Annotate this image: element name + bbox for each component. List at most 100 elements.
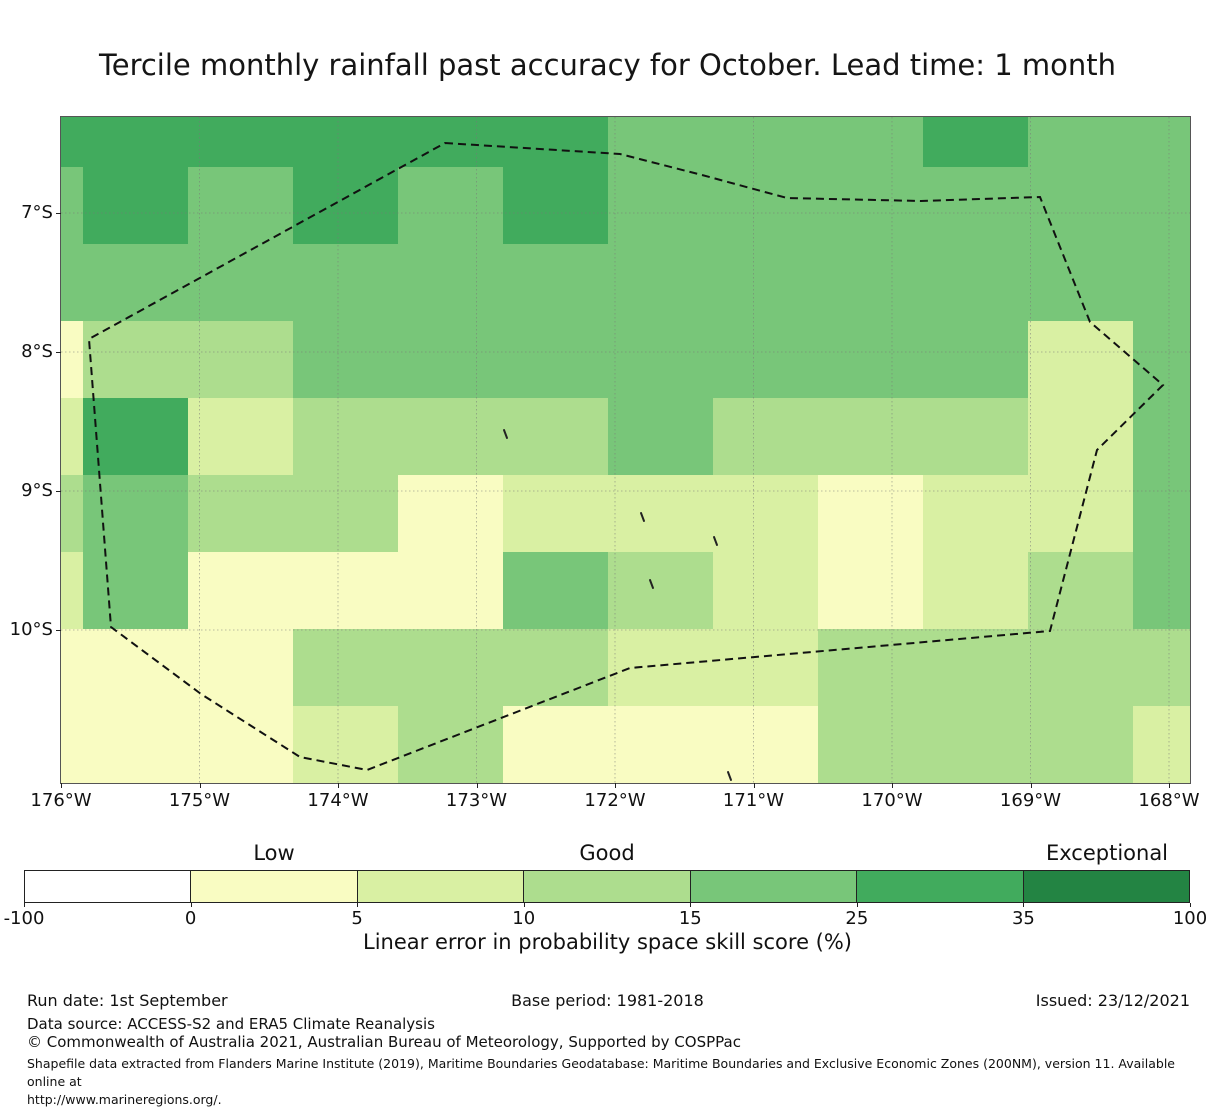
colorbar: [24, 870, 1190, 903]
colorbar-tick-label: -100: [3, 908, 45, 929]
map-cell: [713, 706, 818, 783]
colorbar-quality-label: Good: [579, 841, 635, 865]
x-tick-mark: [199, 783, 201, 788]
map-cell: [188, 167, 293, 244]
x-tick-label: 171°W: [722, 790, 785, 811]
map-cell: [923, 244, 1028, 321]
map-cell: [83, 117, 188, 167]
x-tick-label: 176°W: [30, 790, 92, 811]
colorbar-segment: [190, 871, 357, 902]
map-cell: [923, 706, 1028, 783]
map-cell: [713, 167, 818, 244]
map-cell: [923, 117, 1028, 167]
map-cell: [293, 167, 398, 244]
x-tick-label: 173°W: [445, 790, 508, 811]
colorbar-quality-label: Low: [253, 841, 295, 865]
y-tick-label: 8°S: [21, 341, 53, 362]
colorbar-tick-mark: [690, 903, 692, 907]
map-cell: [1028, 552, 1133, 629]
x-tick-label: 172°W: [584, 790, 646, 811]
map-cell: [293, 475, 398, 552]
map-cell: [398, 321, 503, 398]
map-cell: [188, 475, 293, 552]
map-cell: [923, 629, 1028, 706]
colorbar-tick-mark: [357, 903, 359, 907]
x-tick-mark: [753, 783, 755, 788]
map-cell: [503, 475, 608, 552]
map-cell: [1133, 167, 1190, 244]
map-cell: [608, 244, 713, 321]
map-cell: [503, 244, 608, 321]
colorbar-quality-label: Exceptional: [1045, 841, 1169, 865]
x-tick-mark: [1030, 783, 1032, 788]
map-cell: [503, 167, 608, 244]
map-cell: [398, 475, 503, 552]
colorbar-segment: [25, 871, 191, 902]
map-cell: [83, 321, 188, 398]
map-cell: [188, 629, 293, 706]
map-cell: [188, 244, 293, 321]
map-cell: [1028, 167, 1133, 244]
x-tick-mark: [338, 783, 339, 788]
map-cell: [83, 629, 188, 706]
map-cell: [293, 244, 398, 321]
copyright-text: © Commonwealth of Australia 2021, Austra…: [27, 1033, 741, 1051]
map-cell: [923, 321, 1028, 398]
x-tick-label: 170°W: [861, 790, 923, 811]
map-cell: [83, 706, 188, 783]
map-cell: [398, 552, 503, 629]
map-cell: [398, 167, 503, 244]
map-cell: [1028, 244, 1133, 321]
map-cell: [923, 398, 1028, 475]
map-cell: [818, 117, 923, 167]
map-cell: [293, 629, 398, 706]
x-tick-mark: [1169, 783, 1170, 788]
colorbar-segment: [689, 871, 857, 902]
map-cell: [713, 321, 818, 398]
x-tick-label: 168°W: [1138, 790, 1200, 811]
map-cell: [83, 475, 188, 552]
map-cell: [1028, 321, 1133, 398]
map-cell: [713, 552, 818, 629]
map-cell: [503, 706, 608, 783]
map-cell: [1028, 706, 1133, 783]
x-tick-mark: [615, 783, 616, 788]
colorbar-segment: [856, 871, 1023, 902]
map-cell: [1028, 398, 1133, 475]
y-tick-mark: [56, 213, 61, 214]
map-cell: [608, 475, 713, 552]
chart-title: Tercile monthly rainfall past accuracy f…: [98, 48, 1117, 82]
colorbar-segment: [1022, 871, 1189, 902]
map-cell: [61, 167, 83, 244]
map-cell: [923, 167, 1028, 244]
map-cell: [608, 321, 713, 398]
colorbar-segment: [523, 871, 690, 902]
map-cell: [818, 321, 923, 398]
map-cell: [503, 321, 608, 398]
y-tick-mark: [56, 352, 61, 353]
map-cell: [818, 167, 923, 244]
colorbar-tick-label: 10: [512, 908, 536, 929]
map-cell: [61, 244, 83, 321]
y-tick-mark: [56, 491, 61, 492]
map-cell: [503, 398, 608, 475]
issued-text: Issued: 23/12/2021: [1035, 991, 1190, 1010]
colorbar-tick-label: 0: [184, 908, 197, 929]
map-cell: [608, 398, 713, 475]
x-tick-label: 175°W: [168, 790, 231, 811]
colorbar-axis-label: Linear error in probability space skill …: [363, 930, 852, 954]
map-cell: [1133, 706, 1190, 783]
data-source-text: Data source: ACCESS-S2 and ERA5 Climate …: [27, 1015, 435, 1033]
map-cell: [713, 475, 818, 552]
map-cell: [503, 629, 608, 706]
map-cell: [83, 167, 188, 244]
map-cell: [713, 117, 818, 167]
colorbar-tick-mark: [24, 903, 25, 907]
colorbar-tick-label: 25: [845, 908, 869, 929]
map-cell: [398, 629, 503, 706]
colorbar-tick-mark: [1190, 903, 1191, 907]
map-cell: [503, 552, 608, 629]
map-cell: [713, 244, 818, 321]
map-cell: [608, 167, 713, 244]
